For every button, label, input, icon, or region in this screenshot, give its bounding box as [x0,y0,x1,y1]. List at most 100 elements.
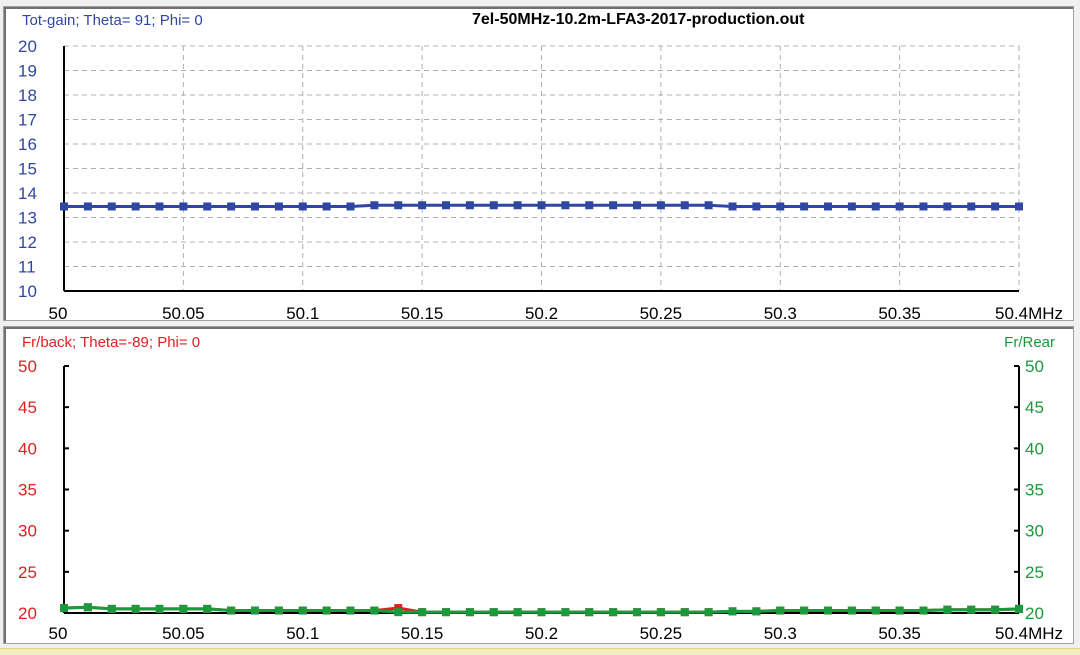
data-point-marker [346,606,355,615]
data-point-marker [776,606,785,615]
data-point-marker [322,606,331,615]
data-point-marker [203,202,212,211]
data-point-marker [442,608,450,617]
data-point-marker [465,608,474,617]
data-point-marker [633,608,641,617]
y-tick-label: 25 [18,563,37,582]
x-tick-label: 50.1 [286,304,319,320]
data-point-marker [871,202,880,211]
x-tick-label: 50.35 [878,624,921,643]
data-point-marker [633,201,641,210]
data-point-marker [1015,202,1023,211]
x-tick-label: 50.4MHz [995,624,1063,643]
x-tick-label: 50.05 [162,304,205,320]
data-point-marker [943,202,952,211]
x-tick-label: 50.15 [401,304,444,320]
data-point-marker [322,202,331,211]
data-point-marker [943,605,952,614]
data-point-marker [847,202,856,211]
data-point-marker [107,202,116,211]
data-point-marker [728,202,737,211]
x-tick-label: 50.3 [764,624,797,643]
gain-chart-panel: Tot-gain; Theta= 91; Phi= 0 7el-50MHz-10… [3,6,1074,321]
data-point-marker [991,605,1000,614]
data-point-marker [728,607,737,616]
fb-chart-title: Fr/back; Theta=-89; Phi= 0 [22,334,201,351]
data-point-marker [991,202,1000,211]
x-tick-label: 50.4MHz [995,304,1063,320]
y-tick-label: 20 [18,37,37,56]
x-tick-label: 50.2 [525,304,558,320]
fr-rear-axis-title: Fr/Rear [1004,334,1055,351]
data-point-marker [227,606,236,615]
data-point-marker [83,603,92,612]
data-point-marker [131,202,140,211]
data-point-marker [60,202,68,211]
x-tick-label: 50.25 [640,624,683,643]
data-point-marker [824,202,832,211]
data-point-marker [489,201,498,210]
right-y-tick-label: 20 [1025,604,1044,623]
y-tick-label: 11 [18,258,36,277]
x-tick-label: 50.1 [286,624,319,643]
data-point-marker [274,606,283,615]
right-y-tick-label: 30 [1025,522,1044,541]
data-point-marker [800,202,809,211]
data-point-marker [513,608,522,617]
data-point-marker [394,201,403,210]
y-tick-label: 13 [18,209,37,228]
data-point-marker [298,606,307,615]
y-tick-label: 15 [18,160,37,179]
y-tick-label: 50 [18,357,37,376]
data-point-marker [847,606,856,615]
data-point-marker [752,607,761,616]
data-point-marker [919,606,928,615]
data-point-marker [418,608,427,617]
data-point-marker [752,202,761,211]
data-point-marker [537,201,546,210]
data-point-marker [179,202,188,211]
y-tick-label: 35 [18,481,37,500]
data-point-marker [704,201,713,210]
data-point-marker [704,608,713,617]
data-point-marker [585,608,594,617]
data-point-marker [179,604,188,613]
data-point-marker [919,202,928,211]
data-point-marker [656,201,665,210]
x-tick-label: 50.05 [162,624,205,643]
data-point-marker [585,201,594,210]
y-tick-label: 10 [18,282,37,301]
data-point-marker [251,202,259,211]
data-point-marker [274,202,283,211]
data-point-marker [60,604,68,613]
gain-chart-plot: 10 11 12 13 14 15 16 17 18 19 20 50 50.05 50.1 50.15 50… [18,37,1063,320]
gain-chart-title: Tot-gain; Theta= 91; Phi= 0 [22,12,203,29]
right-y-tick-label: 40 [1025,439,1044,458]
fb-chart-panel: Fr/back; Theta=-89; Phi= 0 Fr/Rear 20 25 3… [3,326,1074,644]
data-point-marker [895,606,904,615]
y-tick-label: 12 [18,233,37,252]
x-tick-label: 50.35 [878,304,921,320]
data-point-marker [824,606,832,615]
data-point-marker [394,608,403,617]
data-point-marker [83,202,92,211]
data-point-marker [107,604,116,613]
data-point-marker [967,202,976,211]
y-tick-label: 17 [18,111,37,130]
data-point-marker [513,201,522,210]
y-tick-label: 16 [18,135,37,154]
data-point-marker [370,201,379,210]
x-tick-label: 50.2 [525,624,558,643]
data-point-marker [561,608,570,617]
data-point-marker [656,608,665,617]
data-point-marker [394,604,403,613]
data-point-marker [561,201,570,210]
data-point-marker [680,608,689,617]
status-strip [0,648,1080,655]
y-tick-label: 19 [18,62,37,81]
x-tick-label: 50 [49,624,68,643]
data-point-marker [346,202,355,211]
right-y-tick-label: 45 [1025,398,1044,417]
data-point-marker [298,202,307,211]
